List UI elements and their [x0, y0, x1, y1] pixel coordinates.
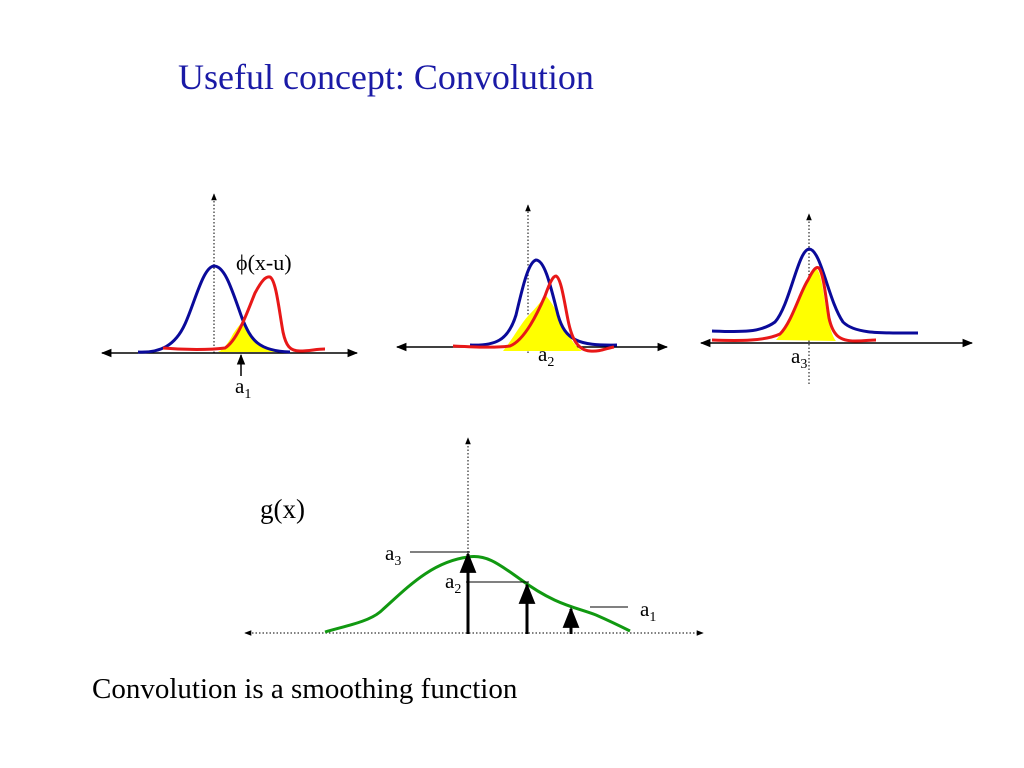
panel-1-a1-label: a1 [235, 374, 251, 402]
slide-caption: Convolution is a smoothing function [92, 673, 518, 705]
result-g-label: g(x) [260, 494, 305, 524]
panel-2: a2 [395, 204, 669, 370]
result-smoothed-curve [324, 555, 631, 634]
panel-1-signal-curve [137, 264, 291, 354]
result-a1-label: a1 [640, 597, 656, 625]
panel-3-a3-label: a3 [791, 344, 807, 372]
result-panel: g(x) a3 a2 a1 [244, 437, 704, 636]
panel-3-kernel-curve [711, 266, 877, 343]
slide-title: Useful concept: Convolution [178, 57, 594, 97]
panel-3-overlap-area [776, 268, 836, 341]
panel-3: a3 [699, 213, 974, 384]
panel-2-signal-curve [469, 258, 618, 347]
result-a2-label: a2 [445, 569, 461, 597]
result-a3-label: a3 [385, 541, 401, 569]
panel-2-kernel-curve [452, 274, 615, 353]
panel-1-kernel-curve [162, 275, 326, 353]
panel-1: ϕ(x-u) a1 [100, 193, 359, 402]
panel-1-kernel-label: ϕ(x-u) [236, 250, 292, 275]
panel-2-a2-label: a2 [538, 342, 554, 370]
panel-3-signal-curve [711, 247, 919, 335]
